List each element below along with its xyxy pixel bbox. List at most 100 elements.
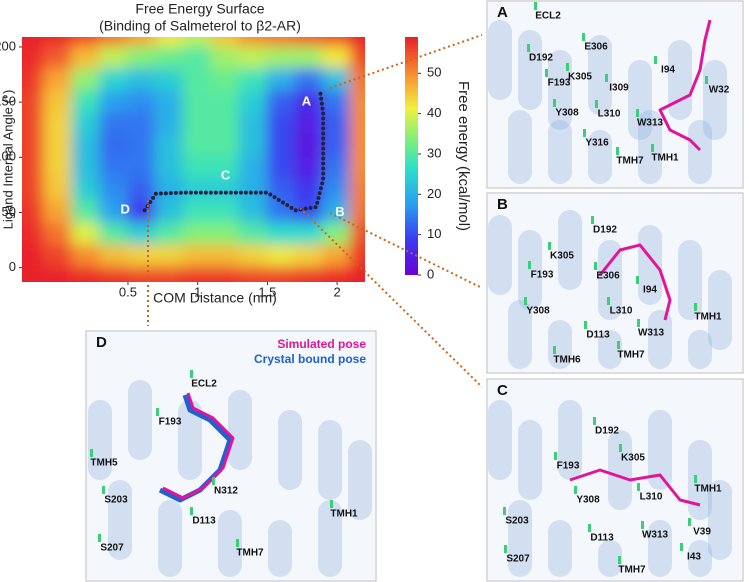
heat-cell bbox=[266, 45, 297, 71]
heat-cell bbox=[182, 68, 213, 93]
helix bbox=[88, 400, 112, 480]
residue-label: ECL2 bbox=[535, 11, 561, 22]
x-tick-label: 1.5 bbox=[258, 284, 276, 299]
heat-cell bbox=[238, 90, 269, 115]
heat-cell bbox=[294, 156, 325, 181]
helix bbox=[228, 390, 252, 470]
residue-stick bbox=[102, 486, 105, 494]
residue-label: TMH7 bbox=[616, 156, 644, 167]
residue-stick bbox=[504, 545, 507, 553]
residue-stick bbox=[574, 486, 577, 494]
heat-cell bbox=[322, 45, 353, 71]
colorbar-tick-label: 10 bbox=[427, 226, 441, 241]
heat-cell bbox=[22, 200, 46, 225]
heat-cell bbox=[322, 156, 353, 181]
heat-cell bbox=[99, 68, 129, 93]
helix bbox=[548, 520, 572, 577]
colorbar-tick-label: 50 bbox=[427, 65, 441, 80]
residue-stick bbox=[605, 74, 608, 82]
heat-cell bbox=[266, 244, 297, 269]
residue-label: S203 bbox=[104, 495, 128, 506]
heat-cell bbox=[43, 112, 74, 137]
residue-stick bbox=[705, 76, 708, 84]
residue-stick bbox=[524, 297, 527, 305]
heat-cell bbox=[43, 178, 74, 203]
helix bbox=[548, 120, 572, 184]
panel-image bbox=[488, 2, 742, 187]
x-tick-label: 2 bbox=[333, 284, 340, 299]
heat-cell bbox=[266, 200, 297, 225]
heat-cell bbox=[182, 266, 213, 282]
residue-stick bbox=[607, 297, 610, 305]
residue-label: W313 bbox=[637, 118, 664, 129]
residue-label: Y308 bbox=[576, 495, 600, 506]
residue-label: TMH5 bbox=[90, 458, 118, 469]
heat-cell bbox=[22, 68, 46, 93]
heat-cell bbox=[266, 178, 297, 203]
heat-cell bbox=[126, 156, 157, 181]
heat-cell bbox=[266, 266, 297, 282]
heat-cell bbox=[238, 37, 269, 48]
pointer-arrow bbox=[329, 212, 483, 289]
heat-cell bbox=[99, 37, 129, 48]
pose-legend: Simulated pose bbox=[277, 337, 366, 351]
heat-cell bbox=[266, 156, 297, 181]
residue-stick bbox=[584, 321, 587, 329]
heat-cell bbox=[22, 178, 46, 203]
residue-stick bbox=[156, 408, 159, 416]
heat-cell bbox=[43, 200, 74, 225]
helix bbox=[178, 400, 202, 480]
state-label: D bbox=[120, 202, 129, 217]
heat-cell bbox=[238, 244, 269, 269]
heat-cell bbox=[71, 156, 102, 181]
heat-cell bbox=[182, 112, 213, 137]
heat-cell bbox=[99, 45, 129, 71]
heat-cell bbox=[322, 178, 353, 203]
heat-cell bbox=[350, 266, 365, 282]
heat-cell bbox=[99, 200, 129, 225]
heat-cell bbox=[43, 37, 74, 48]
ligand bbox=[658, 19, 712, 152]
structure-panel: D ECL2 F193 TMH5 N312 S203 D113 TMH1 S207 TMH7 Sim… bbox=[85, 330, 377, 582]
residue-stick bbox=[636, 276, 639, 284]
panel-label: D bbox=[96, 334, 107, 351]
helix bbox=[518, 420, 542, 500]
heat-cell bbox=[22, 134, 46, 159]
heat-cell bbox=[22, 112, 46, 137]
residue-stick bbox=[594, 262, 597, 270]
helix bbox=[678, 240, 702, 320]
residue-stick bbox=[98, 534, 101, 542]
helix bbox=[128, 380, 152, 460]
heat-cell bbox=[294, 266, 325, 282]
helix bbox=[588, 35, 612, 115]
panel-image bbox=[488, 194, 742, 372]
panel-label: C bbox=[497, 382, 508, 399]
heat-cell bbox=[99, 244, 129, 269]
heat-cell bbox=[322, 112, 353, 137]
helix bbox=[638, 225, 662, 305]
y-axis-label: Ligand Internal Angle (°) bbox=[0, 90, 15, 230]
colorbar-tick-label: 30 bbox=[427, 145, 441, 160]
heat-cell bbox=[43, 244, 74, 269]
residue-stick bbox=[190, 370, 193, 378]
residue-stick bbox=[688, 518, 691, 526]
residue-label: Y308 bbox=[555, 108, 579, 119]
helix bbox=[488, 215, 512, 295]
heat-cell bbox=[350, 200, 365, 225]
heat-cell bbox=[154, 178, 185, 203]
heat-cell bbox=[43, 222, 74, 247]
heat-cell bbox=[182, 45, 213, 71]
residue-stick bbox=[654, 56, 657, 64]
heat-cell bbox=[43, 266, 74, 282]
helix bbox=[508, 500, 532, 577]
heat-cell bbox=[210, 45, 241, 71]
heat-cell bbox=[126, 45, 157, 71]
heat-cell bbox=[210, 222, 241, 247]
residue-stick bbox=[90, 449, 93, 457]
heat-cell bbox=[154, 134, 185, 159]
helix bbox=[668, 40, 692, 120]
heat-cell bbox=[182, 90, 213, 115]
residue-stick bbox=[330, 500, 333, 508]
helix bbox=[648, 410, 672, 490]
heat-cell bbox=[99, 222, 129, 247]
